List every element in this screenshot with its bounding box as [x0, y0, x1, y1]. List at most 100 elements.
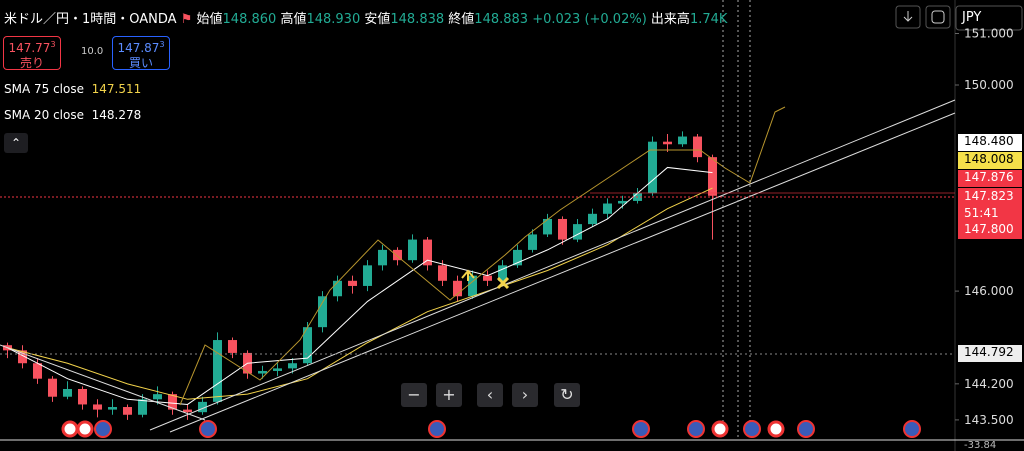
- candle-body: [78, 388, 87, 405]
- candle-body: [228, 340, 237, 353]
- candle-body: [18, 350, 27, 364]
- candle-body: [498, 265, 507, 281]
- header: 米ドル／円・1時間・OANDA ⚑ 始値148.860 高値148.930 安値…: [4, 12, 728, 27]
- candle-body: [528, 234, 537, 250]
- scroll-left[interactable]: ‹: [477, 383, 503, 407]
- label: 安値: [364, 12, 391, 27]
- label: 売り: [19, 56, 44, 70]
- drawings: [0, 0, 956, 440]
- label: 出来高: [650, 12, 690, 27]
- sell-button[interactable]: 147.773 売り: [3, 36, 61, 70]
- candle-body: [483, 275, 492, 281]
- candle-body: [573, 224, 582, 240]
- value: 147.511: [91, 82, 142, 96]
- symbol: 米ドル／円・1時間・OANDA: [4, 12, 177, 27]
- price-label: 147.823 51:41: [958, 188, 1022, 222]
- candle-body: [33, 363, 42, 379]
- candle-body: [393, 249, 402, 261]
- indicator: SMA 75 close 147.511: [4, 82, 141, 96]
- candle-body: [468, 275, 477, 297]
- y-tick-label: 143.500: [964, 413, 1014, 427]
- candle-body: [48, 378, 57, 397]
- label: 高値: [280, 12, 307, 27]
- y-tick-label: 150.000: [964, 78, 1014, 92]
- candle-body: [138, 399, 147, 415]
- y-tick-label: 151.000: [964, 26, 1014, 40]
- price: 147.823: [964, 189, 1014, 203]
- candle-body: [378, 249, 387, 266]
- candle-body: [288, 363, 297, 369]
- candle-body: [108, 407, 117, 410]
- candle-body: [168, 394, 177, 410]
- candle-body: [63, 388, 72, 397]
- candle-body: [318, 296, 327, 328]
- candle-body: [663, 141, 672, 145]
- name: SMA 20 close: [4, 108, 84, 122]
- y-tick-label: 146.000: [964, 284, 1014, 298]
- zoom-out[interactable]: −: [401, 383, 427, 407]
- value: 148.930: [306, 12, 361, 27]
- candle-body: [558, 218, 567, 240]
- price-label: 147.876: [958, 170, 1022, 187]
- candle-body: [93, 404, 102, 410]
- candle-body: [603, 203, 612, 214]
- candles: [3, 131, 717, 420]
- candle-body: [543, 218, 552, 235]
- candle-body: [618, 200, 627, 204]
- value: 148.860: [222, 12, 277, 27]
- candle-body: [513, 249, 522, 266]
- scroll-right[interactable]: ›: [512, 383, 538, 407]
- price-label: 147.800: [958, 222, 1022, 239]
- candle-body: [708, 157, 717, 196]
- event-icons: [61, 420, 921, 438]
- sma-line: [7, 166, 713, 405]
- toolbar-icons: [895, 5, 1023, 31]
- candle-body: [693, 136, 702, 158]
- candle-body: [153, 394, 162, 400]
- countdown: 51:41: [964, 206, 999, 220]
- candle-body: [678, 136, 687, 145]
- reset[interactable]: ↻: [554, 383, 580, 407]
- indicator-value: -33.84: [964, 440, 997, 451]
- candle-body: [588, 213, 597, 225]
- candle-body: [123, 407, 132, 415]
- candle-body: [648, 141, 657, 194]
- value: 148.278: [91, 108, 142, 122]
- change: +0.023 (+0.02%): [532, 12, 647, 27]
- price: 147.87: [117, 41, 160, 55]
- label: 始値: [196, 12, 223, 27]
- value: 1.74K: [689, 12, 728, 27]
- price-label: 148.480: [958, 134, 1022, 151]
- label: 終値: [448, 12, 475, 27]
- currency-select[interactable]: JPY: [962, 10, 982, 25]
- price-label: 144.792: [958, 345, 1022, 362]
- candle-body: [348, 280, 357, 286]
- candle-body: [408, 239, 417, 261]
- value: 148.883: [474, 12, 529, 27]
- buy-button[interactable]: 147.873 買い: [112, 36, 170, 70]
- candle-body: [198, 401, 207, 413]
- candle-body: [363, 265, 372, 286]
- zoom-in[interactable]: +: [436, 383, 462, 407]
- pip: 3: [159, 40, 165, 49]
- indicator: SMA 20 close 148.278: [4, 108, 141, 122]
- candle-body: [333, 280, 342, 297]
- price-label: 148.008: [958, 152, 1022, 169]
- candle-body: [453, 280, 462, 297]
- collapse-button[interactable]: ⌃: [4, 133, 28, 153]
- price: 147.77: [8, 41, 51, 55]
- label: 買い: [128, 56, 153, 70]
- sma-line: [7, 187, 713, 400]
- candle-body: [213, 340, 222, 402]
- value: 148.838: [390, 12, 445, 27]
- candle-body: [183, 409, 192, 413]
- candle-body: [438, 265, 447, 281]
- candle-body: [423, 239, 432, 266]
- pip: 3: [50, 40, 56, 49]
- candle-body: [258, 370, 267, 374]
- y-tick-label: 144.200: [964, 377, 1014, 391]
- name: SMA 75 close: [4, 82, 84, 96]
- candle-body: [303, 327, 312, 364]
